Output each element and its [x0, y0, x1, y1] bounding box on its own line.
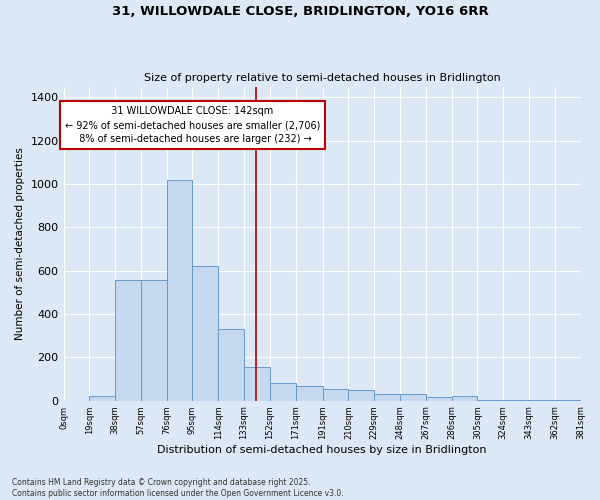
Bar: [193, 266, 218, 400]
Bar: [218, 329, 244, 400]
Bar: [452, 396, 478, 400]
Bar: [244, 367, 270, 400]
Text: 31 WILLOWDALE CLOSE: 142sqm  
← 92% of semi-detached houses are smaller (2,706)
: 31 WILLOWDALE CLOSE: 142sqm ← 92% of sem…: [65, 106, 320, 144]
Bar: [89, 396, 115, 400]
Text: 31, WILLOWDALE CLOSE, BRIDLINGTON, YO16 6RR: 31, WILLOWDALE CLOSE, BRIDLINGTON, YO16 …: [112, 5, 488, 18]
Y-axis label: Number of semi-detached properties: Number of semi-detached properties: [15, 147, 25, 340]
Bar: [296, 386, 323, 400]
Bar: [323, 389, 349, 400]
X-axis label: Distribution of semi-detached houses by size in Bridlington: Distribution of semi-detached houses by …: [157, 445, 487, 455]
Bar: [270, 384, 296, 400]
Bar: [426, 398, 452, 400]
Bar: [141, 280, 167, 400]
Bar: [349, 390, 374, 400]
Title: Size of property relative to semi-detached houses in Bridlington: Size of property relative to semi-detach…: [143, 73, 500, 83]
Bar: [167, 180, 193, 400]
Bar: [400, 394, 426, 400]
Text: Contains HM Land Registry data © Crown copyright and database right 2025.
Contai: Contains HM Land Registry data © Crown c…: [12, 478, 344, 498]
Bar: [374, 394, 400, 400]
Bar: [115, 280, 141, 400]
